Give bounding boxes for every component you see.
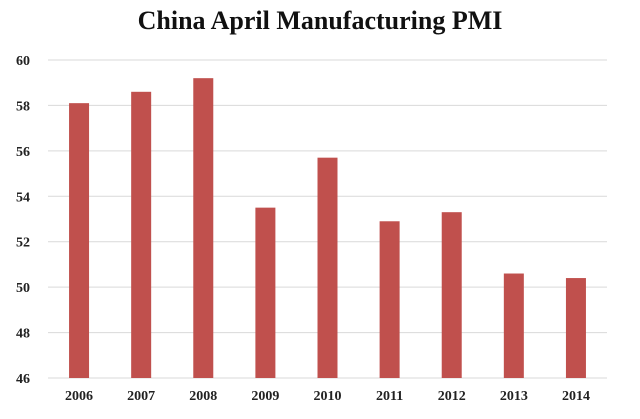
x-tick-label: 2013 xyxy=(500,389,528,404)
y-tick-label: 56 xyxy=(16,145,30,160)
x-tick-label: 2009 xyxy=(251,389,279,404)
bar-2012 xyxy=(441,212,462,378)
y-tick-label: 54 xyxy=(16,190,30,205)
y-tick-label: 52 xyxy=(16,236,30,251)
bar-2007 xyxy=(131,91,152,379)
x-tick-label: 2010 xyxy=(314,389,342,404)
x-tick-label: 2006 xyxy=(65,389,93,404)
x-tick-label: 2007 xyxy=(127,389,155,404)
chart-title: China April Manufacturing PMI xyxy=(137,6,503,35)
y-tick-label: 46 xyxy=(16,372,30,387)
x-tick-label: 2014 xyxy=(562,389,590,404)
bar-2010 xyxy=(317,157,338,378)
x-tick-label: 2008 xyxy=(189,389,217,404)
bar-2011 xyxy=(379,221,400,378)
y-tick-label: 50 xyxy=(16,281,30,296)
y-tick-label: 60 xyxy=(16,54,30,69)
bar-2009 xyxy=(255,207,276,378)
bar-2013 xyxy=(503,273,524,378)
y-tick-label: 48 xyxy=(16,327,30,342)
y-tick-label: 58 xyxy=(16,99,30,114)
x-tick-label: 2012 xyxy=(438,389,466,404)
bar-2008 xyxy=(193,78,214,379)
bar-2006 xyxy=(69,103,90,379)
x-tick-label: 2011 xyxy=(376,389,403,404)
bar-2014 xyxy=(565,278,586,378)
